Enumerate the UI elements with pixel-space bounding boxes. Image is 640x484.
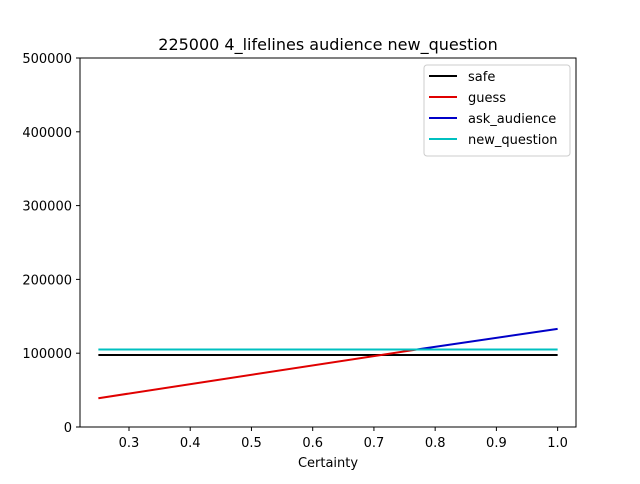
x-tick-label: 0.8 [425,436,446,451]
series-line-guess [98,348,417,400]
x-tick-label: 0.9 [486,436,507,451]
legend-box [423,64,571,157]
y-axis-ticks: 0 100000 200000 300000 400000 500000 [22,52,80,436]
legend-label: safe [468,70,495,85]
y-tick-label: 100000 [22,347,72,362]
legend-label: new_question [468,133,558,148]
x-tick-label: 0.4 [180,436,201,451]
chart-title: 225000 4_lifelines audience new_question [158,35,497,55]
x-axis-label: Certainty [298,456,358,471]
legend-label: guess [468,91,506,106]
legend: safe guess ask_audience new_question [423,64,571,157]
y-tick-label: 0 [64,421,72,436]
x-tick-label: 1.0 [547,436,568,451]
y-tick-label: 300000 [22,200,72,215]
x-tick-label: 0.7 [364,436,385,451]
y-tick-label: 500000 [22,52,72,67]
series-line-ask-audience [416,327,558,351]
series-layer [98,327,558,400]
legend-label: ask_audience [468,112,556,127]
x-tick-label: 0.3 [119,436,140,451]
x-tick-label: 0.6 [302,436,323,451]
x-tick-label: 0.5 [241,436,262,451]
x-axis-ticks: 0.3 0.4 0.5 0.6 0.7 0.8 0.9 1.0 [119,427,568,451]
y-tick-label: 200000 [22,273,72,288]
y-tick-label: 400000 [22,126,72,141]
plot-frame [79,57,577,428]
